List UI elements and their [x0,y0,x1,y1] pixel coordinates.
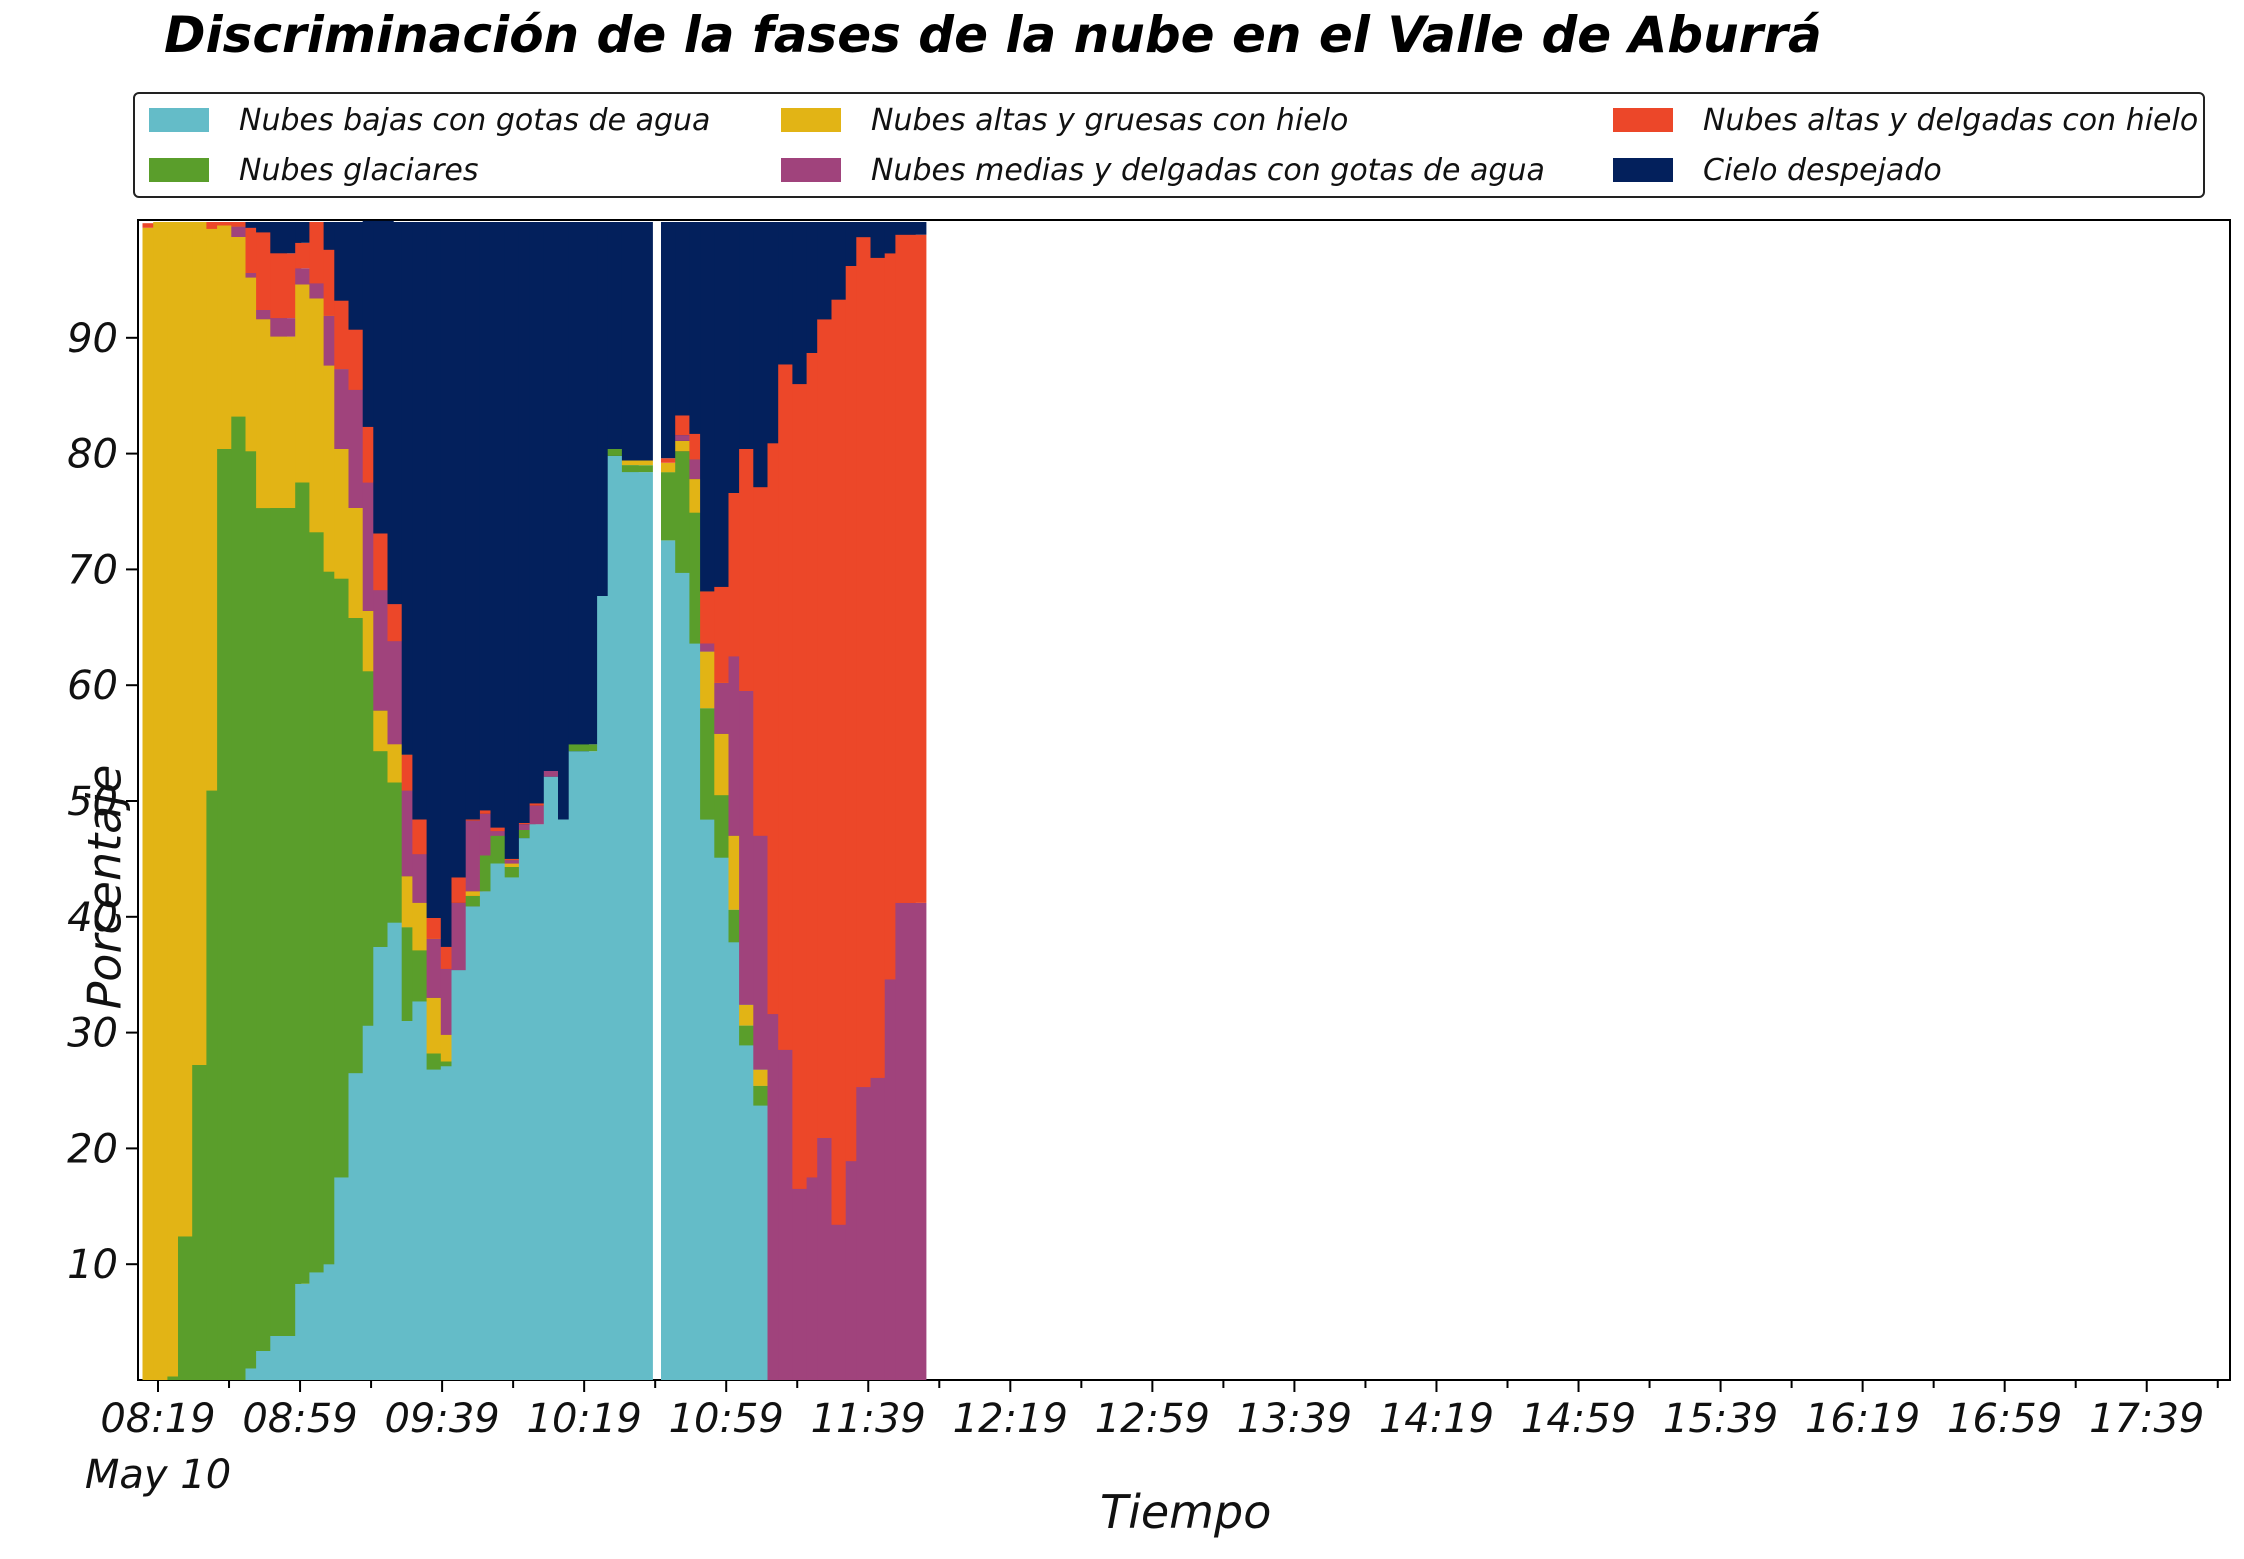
x-axis-title: Tiempo [1100,1485,1272,1539]
legend-swatch [149,108,209,132]
x-tick-label: 15:39 [1663,1396,1778,1442]
x-tick-label: 09:39 [384,1396,499,1442]
bar-segment-mid-thin-water [895,902,927,1380]
legend-label: Nubes bajas con gotas de agua [239,102,711,138]
y-tick-label: 20 [67,1126,118,1172]
y-tick-label: 40 [67,895,118,941]
legend-swatch [1613,108,1673,132]
x-tick-label: 16:19 [1805,1396,1920,1442]
legend-swatch [781,158,841,182]
legend-item-clear-sky: Cielo despejado [1613,150,1942,190]
legend-swatch [149,158,209,182]
x-tick-label: 13:39 [1237,1396,1352,1442]
x-tick-label: 12:59 [1095,1396,1210,1442]
legend-item-low-water: Nubes bajas con gotas de agua [149,100,710,140]
legend-item-glacial: Nubes glaciares [149,150,479,190]
bar-segment-low-water [621,472,653,1381]
bar-segment-clear-sky [895,222,927,235]
x-tick-label: 11:39 [811,1396,926,1442]
x-tick-label: 08:59 [242,1396,357,1442]
x-tick-label: 08:19 [100,1396,215,1442]
y-tick-label: 90 [67,316,118,362]
legend-swatch [1613,158,1673,182]
legend-label: Nubes altas y delgadas con hielo [1703,102,2199,138]
y-tick-label: 60 [67,663,118,709]
bar-segment-clear-sky [621,222,653,461]
x-tick-label: 14:59 [1521,1396,1636,1442]
chart-title: Discriminación de la fases de la nube en… [164,6,1822,64]
legend-label: Nubes altas y gruesas con hielo [871,102,1349,138]
bar-segment-high-thick-ice [621,460,653,466]
legend-swatch [781,108,841,132]
bar-segment-high-thin-ice [895,234,927,903]
legend-label: Cielo despejado [1703,152,1942,188]
legend-item-high-thin-ice: Nubes altas y delgadas con hielo [1613,100,2198,140]
x-tick-label: 17:39 [2089,1396,2204,1442]
x-tick-label: 10:59 [669,1396,784,1442]
bar-segment-low-water [568,751,600,1380]
x-tick-sublabel: May 10 [85,1452,231,1498]
y-tick-label: 70 [67,547,118,593]
y-tick-label: 10 [67,1242,118,1288]
x-tick-label: 14:19 [1379,1396,1494,1442]
y-tick-label: 50 [67,779,118,825]
y-tick-label: 30 [67,1011,118,1057]
legend-item-high-thick-ice: Nubes altas y gruesas con hielo [781,100,1348,140]
legend-item-mid-thin-water: Nubes medias y delgadas con gotas de agu… [781,150,1545,190]
x-tick-label: 12:19 [953,1396,1068,1442]
bar-segment-clear-sky [568,222,600,745]
bar-segment-glacial [568,744,600,752]
x-tick-label: 16:59 [1947,1396,2062,1442]
legend: Nubes bajas con gotas de agua Nubes glac… [133,92,2205,198]
y-axis-title: Porcentaje [77,764,132,1010]
y-tick-label: 80 [67,432,118,478]
bar-segment-glacial [621,465,653,473]
legend-label: Nubes glaciares [239,152,479,188]
bar-segment-mid-thin-water [270,318,302,337]
legend-label: Nubes medias y delgadas con gotas de agu… [871,152,1545,188]
x-tick-label: 10:19 [527,1396,642,1442]
